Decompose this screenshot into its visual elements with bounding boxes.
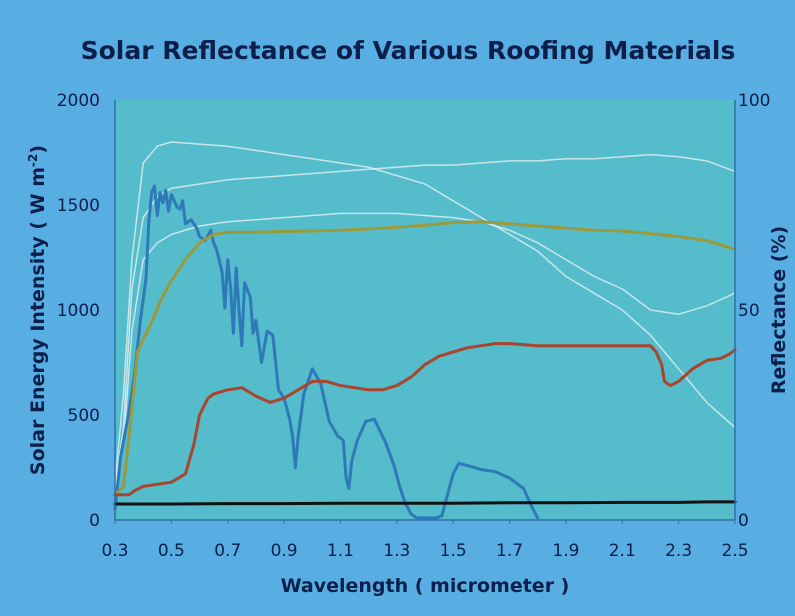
series-line-7 [114,212,736,492]
x-tick-label: 2.3 [665,541,692,561]
y-right-tick-label: 100 [738,91,770,111]
x-tick-label: 0.3 [101,541,128,561]
series-line-3 [113,342,737,497]
series-line-1 [113,184,540,520]
y-left-axis-label-superscript: -2 [26,154,40,167]
y-left-tick-label: 1000 [57,301,100,321]
y-left-tick-label: 0 [89,511,100,531]
series-line-4 [113,500,737,506]
y-left-axis-label-end: ) [27,145,49,154]
x-tick-label: 2.5 [721,541,748,561]
x-tick-label: 0.9 [271,541,298,561]
series-line-6 [114,141,736,483]
y-left-tick-label: 500 [68,406,100,426]
x-tick-label: 2.1 [609,541,636,561]
x-tick-label: 0.5 [158,541,185,561]
y-left-tick-label: 2000 [57,91,100,111]
x-tick-label: 1.7 [496,541,523,561]
chart-title: Solar Reflectance of Various Roofing Mat… [81,36,736,65]
y-left-tick-labels: 0 500 1000 1500 2000 [57,91,100,531]
plot-area [115,100,735,520]
y-left-tick-label: 1500 [57,196,100,216]
y-right-axis-label: Reflectance (%) [768,226,790,394]
series-line-2 [113,220,737,497]
y-right-tick-label: 0 [738,511,749,531]
y-left-axis-label-main: Solar Energy Intensity ( W m [27,167,49,475]
y-right-tick-label: 50 [738,301,760,321]
x-axis-label: Wavelength ( micrometer ) [281,575,570,597]
y-right-tick-labels: 0 50 100 [738,91,770,531]
x-tick-label: 1.9 [552,541,579,561]
x-tick-label: 0.7 [214,541,241,561]
x-tick-label: 1.3 [383,541,410,561]
x-tick-label: 1.1 [327,541,354,561]
y-left-axis-label: Solar Energy Intensity ( W m-2) [26,145,49,475]
series-layer [113,141,737,520]
x-tick-label: 1.5 [440,541,467,561]
x-tick-labels: 0.3 0.5 0.7 0.9 1.1 1.3 1.5 1.7 1.9 2.1 2.3 2.5 [101,520,749,561]
